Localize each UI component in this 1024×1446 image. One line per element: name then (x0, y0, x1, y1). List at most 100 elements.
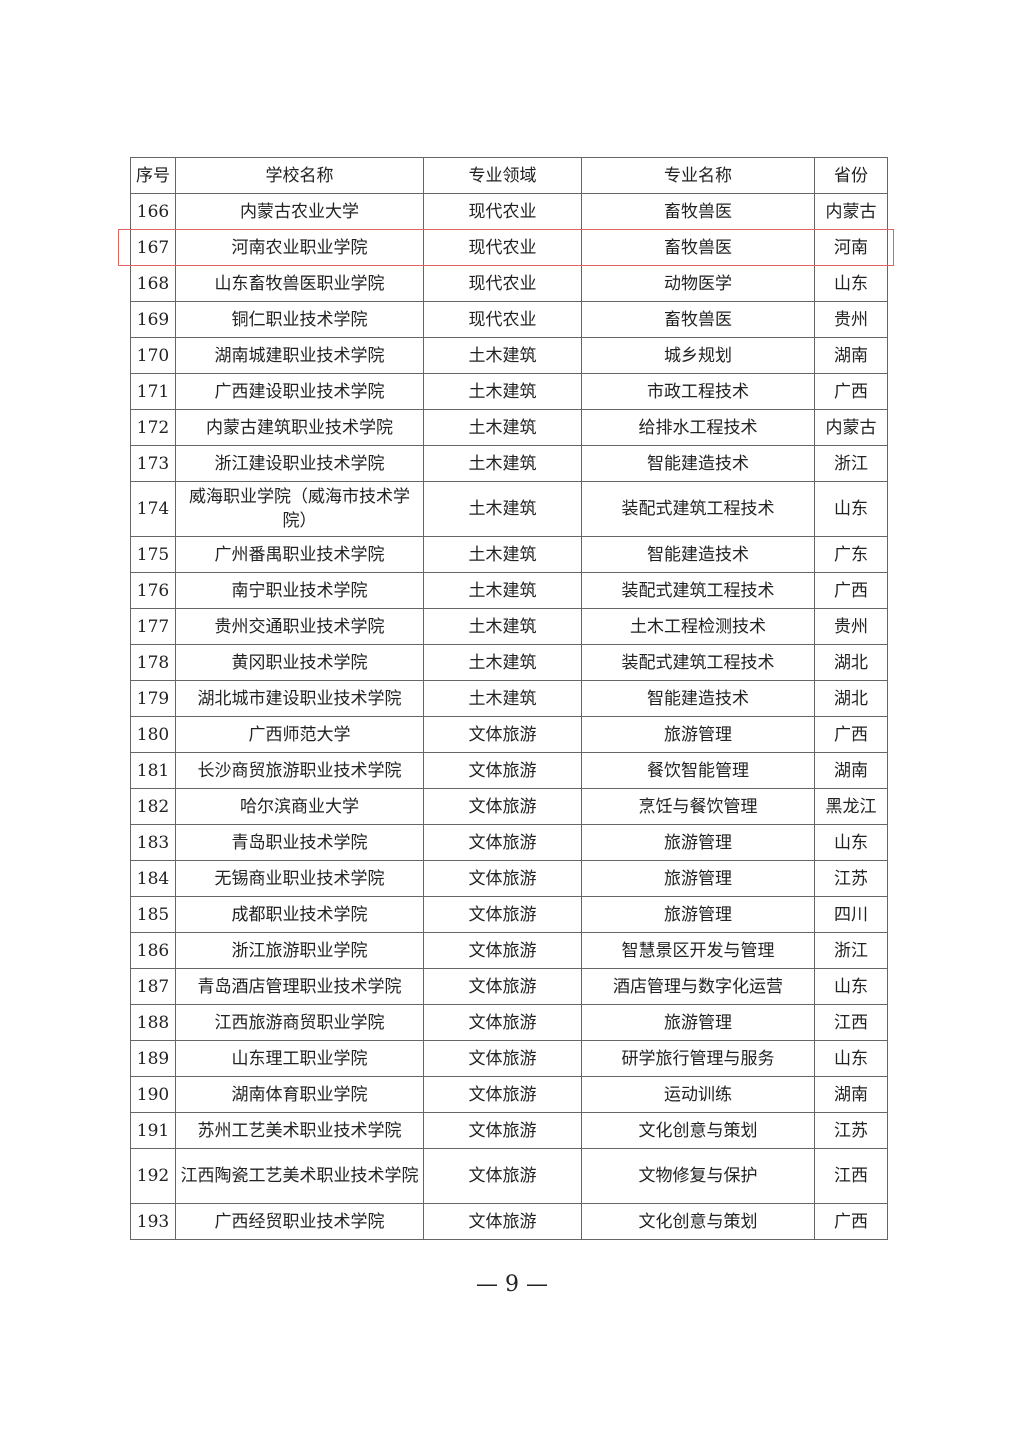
cell-col-province: 江苏 (814, 1112, 888, 1149)
cell-col-province: 浙江 (814, 445, 888, 482)
cell-col-major: 装配式建筑工程技术 (581, 572, 815, 609)
table-row: 188 江西旅游商贸职业学院 文体旅游 旅游管理 江西 (130, 1004, 888, 1041)
table-row: 175 广州番禺职业技术学院 土木建筑 智能建造技术 广东 (130, 536, 888, 573)
cell-col-field: 土木建筑 (423, 572, 582, 609)
cell-col-major: 智能建造技术 (581, 445, 815, 482)
cell-col-province: 黑龙江 (814, 788, 888, 825)
cell-col-major: 智能建造技术 (581, 536, 815, 573)
cell-col-index: 180 (130, 716, 176, 753)
header-col-province: 省份 (814, 157, 888, 194)
cell-col-school: 浙江建设职业技术学院 (175, 445, 424, 482)
table-row: 190 湖南体育职业学院 文体旅游 运动训练 湖南 (130, 1076, 888, 1113)
table-row: 185 成都职业技术学院 文体旅游 旅游管理 四川 (130, 896, 888, 933)
cell-col-province: 广西 (814, 572, 888, 609)
cell-col-province: 山东 (814, 824, 888, 861)
cell-col-major: 烹饪与餐饮管理 (581, 788, 815, 825)
header-col-major: 专业名称 (581, 157, 815, 194)
cell-col-province: 江西 (814, 1004, 888, 1041)
cell-col-school: 江西陶瓷工艺美术职业技术学院 (175, 1148, 424, 1204)
table-row: 169 铜仁职业技术学院 现代农业 畜牧兽医 贵州 (130, 301, 888, 338)
table-row: 182 哈尔滨商业大学 文体旅游 烹饪与餐饮管理 黑龙江 (130, 788, 888, 825)
cell-col-province: 内蒙古 (814, 193, 888, 230)
cell-col-school: 河南农业职业学院 (175, 229, 424, 266)
cell-col-province: 贵州 (814, 301, 888, 338)
cell-col-province: 四川 (814, 896, 888, 933)
cell-col-index: 172 (130, 409, 176, 446)
cell-col-field: 土木建筑 (423, 644, 582, 681)
cell-col-major: 畜牧兽医 (581, 229, 815, 266)
cell-col-field: 现代农业 (423, 265, 582, 302)
cell-col-major: 旅游管理 (581, 716, 815, 753)
table-row: 168 山东畜牧兽医职业学院 现代农业 动物医学 山东 (130, 265, 888, 302)
cell-col-school: 山东畜牧兽医职业学院 (175, 265, 424, 302)
cell-col-major: 市政工程技术 (581, 373, 815, 410)
cell-col-index: 188 (130, 1004, 176, 1041)
cell-col-field: 土木建筑 (423, 445, 582, 482)
cell-col-major: 运动训练 (581, 1076, 815, 1113)
cell-col-major: 餐饮智能管理 (581, 752, 815, 789)
cell-col-major: 旅游管理 (581, 896, 815, 933)
cell-col-school: 长沙商贸旅游职业技术学院 (175, 752, 424, 789)
cell-col-field: 文体旅游 (423, 1112, 582, 1149)
table-row: 167 河南农业职业学院 现代农业 畜牧兽医 河南 (130, 229, 888, 266)
cell-col-index: 166 (130, 193, 176, 230)
cell-col-province: 河南 (814, 229, 888, 266)
cell-col-school: 湖北城市建设职业技术学院 (175, 680, 424, 717)
cell-col-index: 190 (130, 1076, 176, 1113)
cell-col-major: 装配式建筑工程技术 (581, 481, 815, 537)
cell-col-field: 文体旅游 (423, 932, 582, 969)
table-row: 184 无锡商业职业技术学院 文体旅游 旅游管理 江苏 (130, 860, 888, 897)
cell-col-field: 土木建筑 (423, 536, 582, 573)
cell-col-major: 文化创意与策划 (581, 1112, 815, 1149)
cell-col-province: 广西 (814, 373, 888, 410)
cell-col-province: 湖北 (814, 680, 888, 717)
school-table: 序号 学校名称 专业领域 专业名称 省份 166 内蒙古农业大学 现代农业 畜牧兽医 内蒙古 16… (130, 157, 888, 1240)
cell-col-field: 文体旅游 (423, 896, 582, 933)
cell-col-school: 黄冈职业技术学院 (175, 644, 424, 681)
cell-col-field: 土木建筑 (423, 608, 582, 645)
cell-col-school: 广西师范大学 (175, 716, 424, 753)
cell-col-field: 文体旅游 (423, 752, 582, 789)
cell-col-index: 182 (130, 788, 176, 825)
header-col-field: 专业领域 (423, 157, 582, 194)
table-row: 183 青岛职业技术学院 文体旅游 旅游管理 山东 (130, 824, 888, 861)
table-row: 173 浙江建设职业技术学院 土木建筑 智能建造技术 浙江 (130, 445, 888, 482)
table-row: 177 贵州交通职业技术学院 土木建筑 土木工程检测技术 贵州 (130, 608, 888, 645)
cell-col-index: 187 (130, 968, 176, 1005)
cell-col-province: 山东 (814, 968, 888, 1005)
cell-col-province: 江苏 (814, 860, 888, 897)
cell-col-major: 装配式建筑工程技术 (581, 644, 815, 681)
table-row: 187 青岛酒店管理职业技术学院 文体旅游 酒店管理与数字化运营 山东 (130, 968, 888, 1005)
cell-col-school: 湖南城建职业技术学院 (175, 337, 424, 374)
cell-col-field: 文体旅游 (423, 860, 582, 897)
cell-col-major: 文化创意与策划 (581, 1203, 815, 1240)
cell-col-school: 广州番禺职业技术学院 (175, 536, 424, 573)
cell-col-field: 现代农业 (423, 193, 582, 230)
cell-col-index: 177 (130, 608, 176, 645)
table-row: 176 南宁职业技术学院 土木建筑 装配式建筑工程技术 广西 (130, 572, 888, 609)
cell-col-major: 旅游管理 (581, 824, 815, 861)
cell-col-province: 湖南 (814, 337, 888, 374)
table-row: 193 广西经贸职业技术学院 文体旅游 文化创意与策划 广西 (130, 1203, 888, 1240)
cell-col-index: 193 (130, 1203, 176, 1240)
cell-col-index: 191 (130, 1112, 176, 1149)
cell-col-field: 土木建筑 (423, 337, 582, 374)
cell-col-index: 185 (130, 896, 176, 933)
cell-col-major: 动物医学 (581, 265, 815, 302)
cell-col-major: 土木工程检测技术 (581, 608, 815, 645)
cell-col-major: 智慧景区开发与管理 (581, 932, 815, 969)
cell-col-major: 文物修复与保护 (581, 1148, 815, 1204)
cell-col-index: 170 (130, 337, 176, 374)
cell-col-province: 湖北 (814, 644, 888, 681)
cell-col-index: 171 (130, 373, 176, 410)
cell-col-province: 山东 (814, 265, 888, 302)
table-row: 191 苏州工艺美术职业技术学院 文体旅游 文化创意与策划 江苏 (130, 1112, 888, 1149)
cell-col-major: 畜牧兽医 (581, 193, 815, 230)
table-row: 189 山东理工职业学院 文体旅游 研学旅行管理与服务 山东 (130, 1040, 888, 1077)
header-col-index: 序号 (130, 157, 176, 194)
header-col-school: 学校名称 (175, 157, 424, 194)
cell-col-school: 南宁职业技术学院 (175, 572, 424, 609)
cell-col-index: 184 (130, 860, 176, 897)
cell-col-field: 现代农业 (423, 301, 582, 338)
cell-col-province: 山东 (814, 1040, 888, 1077)
